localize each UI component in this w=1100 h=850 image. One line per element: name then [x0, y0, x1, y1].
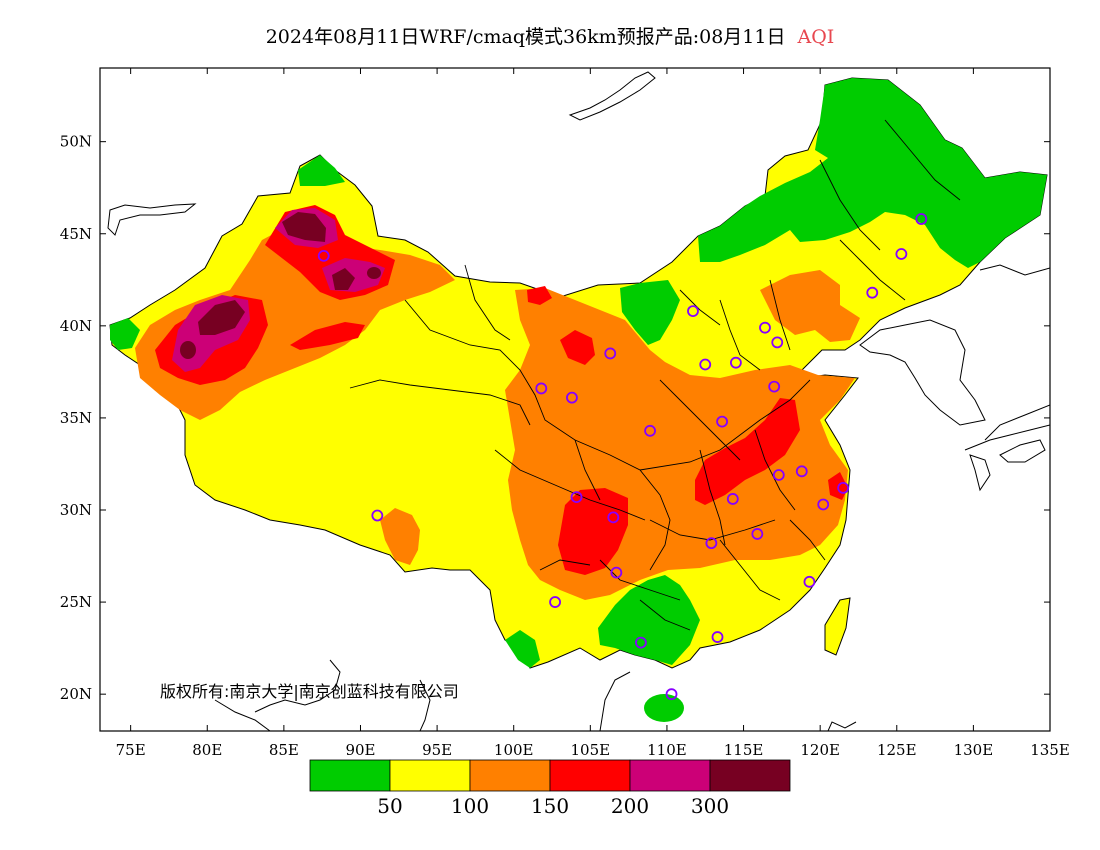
colorbar-label: 150	[531, 794, 569, 818]
aqi-region-maroon-4	[180, 341, 196, 359]
y-tick-label: 25N	[60, 593, 92, 611]
map-frame	[99, 67, 1051, 732]
city-station-marker	[915, 213, 928, 225]
aqi-region-green-neimenggu	[620, 280, 680, 345]
city-station-marker	[751, 528, 764, 540]
aqi-region-maroon-5	[367, 267, 381, 279]
x-tick-label: 90E	[345, 741, 375, 759]
colorbar-swatch	[469, 759, 551, 792]
city-station-marker	[317, 249, 330, 262]
colorbar-label: 300	[691, 794, 729, 818]
city-station-marker	[371, 509, 384, 522]
city-station-marker	[795, 465, 808, 478]
city-station-marker	[803, 575, 816, 588]
aqi-region-red-sichuan	[558, 488, 628, 575]
aqi-colorbar: 50 100 150 200 300	[309, 759, 791, 818]
city-station-marker	[687, 305, 699, 318]
aqi-region-red-neimenggu	[527, 286, 552, 305]
aqi-region-maroon-2	[198, 300, 245, 335]
axis-ticks	[100, 68, 1051, 731]
city-station-marker	[607, 511, 620, 524]
y-axis-labels: 20N 25N 30N 35N 40N 45N 50N	[60, 133, 92, 704]
city-station-marker	[699, 358, 712, 371]
aqi-region-red-gansu	[560, 330, 595, 365]
x-tick-label: 135E	[1030, 741, 1070, 759]
x-axis-labels: 75E 80E 85E 90E 95E 100E 105E 110E 115E 120E 125E 1…	[116, 741, 1070, 759]
city-station-marker	[726, 493, 739, 505]
x-tick-label: 85E	[269, 741, 299, 759]
aqi-region-maroon-1	[282, 212, 326, 242]
title-main: 2024年08月11日WRF/cmaq模式36km预报产品:08月11日	[265, 26, 786, 48]
y-tick-label: 35N	[60, 409, 92, 427]
city-station-marker	[604, 347, 617, 360]
aqi-field	[109, 77, 1048, 722]
map-title: 2024年08月11日WRF/cmaq模式36km预报产品:08月11日 AQI	[0, 22, 1100, 49]
copyright-text: 版权所有:南京大学|南京创蓝科技有限公司	[160, 682, 459, 701]
city-station-marker	[711, 631, 724, 643]
city-station-marker	[771, 336, 784, 349]
city-station-marker	[634, 636, 647, 649]
y-tick-label: 45N	[60, 225, 92, 243]
city-station-marker	[535, 382, 548, 395]
colorbar-swatch	[389, 759, 471, 792]
city-station-marker	[837, 481, 850, 494]
x-tick-label: 120E	[800, 741, 840, 759]
province-borders	[349, 119, 961, 631]
y-tick-label: 20N	[60, 685, 92, 703]
aqi-region-green-south	[598, 575, 700, 665]
aqi-region-taiwan	[824, 597, 851, 656]
city-station-marker	[644, 424, 656, 437]
x-tick-label: 80E	[192, 741, 222, 759]
city-station-marker	[866, 286, 879, 299]
city-station-marker	[768, 380, 781, 393]
x-tick-label: 75E	[116, 741, 146, 759]
aqi-region-green-northeast	[698, 78, 1047, 268]
y-tick-label: 50N	[60, 133, 92, 151]
city-station-marker	[729, 356, 742, 369]
aqi-region-orange-tibet	[380, 508, 420, 565]
city-station-marker	[716, 415, 728, 428]
city-station-marker	[759, 321, 771, 334]
x-tick-label: 125E	[877, 741, 917, 759]
x-tick-label: 100E	[494, 741, 534, 759]
x-tick-label: 95E	[422, 741, 452, 759]
city-station-marker	[817, 498, 830, 511]
aqi-region-orange-north	[760, 270, 860, 342]
city-station-marker	[549, 596, 561, 608]
city-station-marker	[566, 391, 578, 404]
city-station-marker	[705, 537, 718, 550]
city-station-marker	[570, 491, 583, 504]
city-station-markers	[317, 213, 928, 701]
colorbar-label: 50	[377, 794, 402, 818]
colorbar-label: 200	[611, 794, 649, 818]
city-station-marker	[895, 248, 908, 260]
city-station-marker	[772, 469, 785, 481]
neighbour-coastlines	[107, 71, 1050, 731]
colorbar-label: 100	[451, 794, 489, 818]
x-tick-label: 130E	[954, 741, 994, 759]
x-tick-label: 105E	[571, 741, 611, 759]
city-station-marker	[610, 566, 623, 579]
title-variable: AQI	[797, 26, 835, 48]
y-tick-label: 40N	[60, 317, 92, 335]
colorbar-swatch	[309, 759, 391, 792]
aqi-region-green-hainan	[644, 694, 684, 722]
aqi-region-red-east	[695, 398, 800, 505]
aqi-region-green-yunnan	[505, 630, 540, 668]
colorbar-swatch	[629, 759, 711, 792]
city-station-marker	[665, 688, 678, 701]
colorbar-swatch	[549, 759, 631, 792]
colorbar-swatch	[709, 759, 791, 792]
aqi-region-maroon-3	[332, 268, 355, 290]
aqi-region-green-xinjiang	[110, 318, 140, 350]
aqi-region-red-xinjiang-mid	[290, 322, 365, 350]
aqi-region-green-altai	[298, 155, 345, 186]
x-tick-label: 110E	[647, 741, 687, 759]
x-tick-label: 115E	[724, 741, 764, 759]
y-tick-label: 30N	[60, 501, 92, 519]
